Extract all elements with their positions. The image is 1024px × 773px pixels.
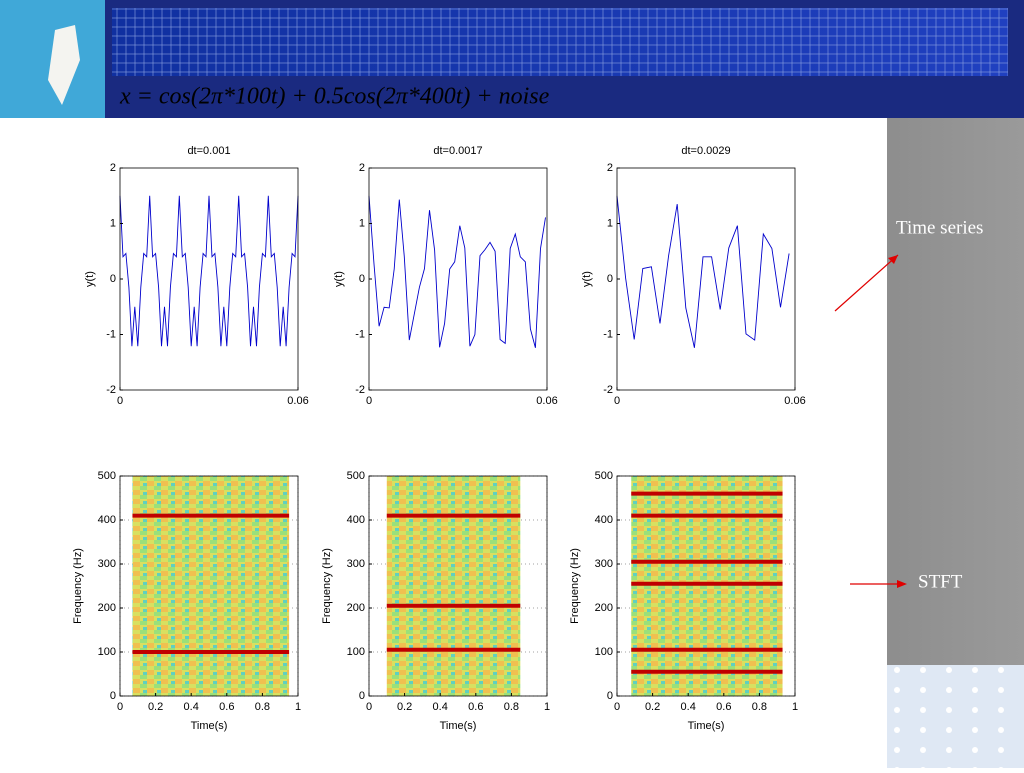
y-tick-label: -1 [355,328,365,340]
x-tick-label: 0.4 [681,701,696,713]
x-axis-label: Time(s) [688,720,725,732]
x-tick-label: 0.6 [468,701,483,713]
y-tick-label: 0 [110,690,116,702]
arrow-head [897,580,907,588]
axes-box [368,475,548,697]
x-tick-label: 0 [366,395,372,407]
x-tick-label: 0.8 [752,701,767,713]
y-tick-label: 100 [98,646,116,658]
y-tick-label: -1 [603,328,613,340]
x-tick-label: 0 [614,701,620,713]
arrow-head [888,255,898,264]
y-axis-label: y(t) [581,271,593,287]
y-tick-label: 500 [347,470,365,482]
y-tick-label: 1 [359,217,365,229]
x-axis-label: Time(s) [440,720,477,732]
map-island [48,25,80,105]
y-tick-label: 400 [347,514,365,526]
y-tick-label: 0 [359,690,365,702]
x-tick-label: 0 [366,701,372,713]
x-tick-label: 0.4 [184,701,199,713]
y-tick-label: 400 [595,514,613,526]
y-tick-label: -1 [106,328,116,340]
x-tick-label: 0.6 [219,701,234,713]
y-tick-label: 200 [98,602,116,614]
chart-title: dt=0.0017 [433,145,482,157]
y-tick-label: 200 [347,602,365,614]
y-axis-label: y(t) [84,271,96,287]
annotation-arrow [834,254,899,312]
y-tick-label: -2 [355,384,365,396]
x-tick-label: 1 [792,701,798,713]
axes-box [119,475,299,697]
x-tick-label: 0.06 [536,395,557,407]
banner-grid [112,8,1008,76]
y-tick-label: 2 [607,162,613,174]
y-tick-label: 100 [347,646,365,658]
x-axis-label: Time(s) [191,720,228,732]
y-tick-label: 2 [110,162,116,174]
corner-dots [887,665,1024,768]
x-tick-label: 0 [117,395,123,407]
y-tick-label: 200 [595,602,613,614]
y-tick-label: 300 [347,558,365,570]
spectrogram-area [386,476,521,696]
y-axis-label: Frequency (Hz) [72,548,84,624]
signal-line [119,195,299,347]
y-tick-label: 0 [607,690,613,702]
x-tick-label: 0.2 [148,701,163,713]
y-axis-label: Frequency (Hz) [569,548,581,624]
x-tick-label: 0.8 [255,701,270,713]
spectrogram-area [132,476,290,696]
annotation: STFT [918,571,963,592]
y-tick-label: 1 [110,217,116,229]
x-tick-label: 0.06 [287,395,308,407]
axes-box [616,475,796,697]
x-tick-label: 0.06 [784,395,805,407]
x-tick-label: 0.4 [433,701,448,713]
x-tick-label: 0.6 [716,701,731,713]
x-tick-label: 0.2 [645,701,660,713]
chart-title: dt=0.0029 [681,145,730,157]
y-tick-label: 0 [607,273,613,285]
y-tick-label: 400 [98,514,116,526]
y-tick-label: 2 [359,162,365,174]
signal-line [616,195,790,348]
y-tick-label: 500 [98,470,116,482]
x-tick-label: 1 [295,701,301,713]
y-tick-label: 300 [98,558,116,570]
chart-title: dt=0.001 [187,145,230,157]
y-tick-label: 0 [359,273,365,285]
y-tick-label: 500 [595,470,613,482]
annotation: Time series [896,217,983,238]
y-axis-label: Frequency (Hz) [321,548,333,624]
x-tick-label: 1 [544,701,550,713]
x-tick-label: 0 [117,701,123,713]
formula: x = cos(2π*100t) + 0.5cos(2π*400t) + noi… [119,84,550,110]
signal-line [368,195,546,348]
spectrogram-area [631,476,783,696]
y-tick-label: 0 [110,273,116,285]
y-tick-label: 1 [607,217,613,229]
y-tick-label: -2 [603,384,613,396]
x-tick-label: 0 [614,395,620,407]
y-tick-label: 300 [595,558,613,570]
y-axis-label: y(t) [333,271,345,287]
y-tick-label: 100 [595,646,613,658]
x-tick-label: 0.8 [504,701,519,713]
y-tick-label: -2 [106,384,116,396]
x-tick-label: 0.2 [397,701,412,713]
